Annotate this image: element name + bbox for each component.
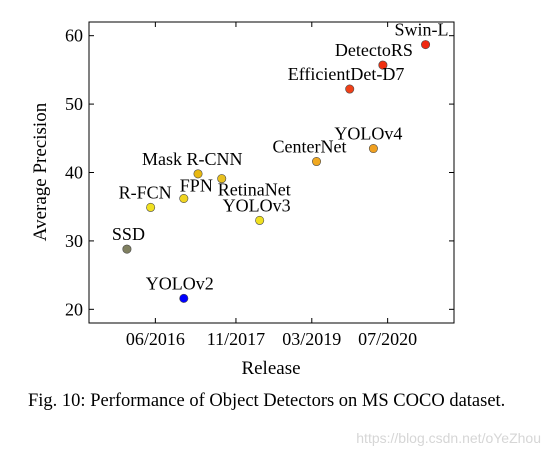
point-fpn xyxy=(179,193,189,203)
point-swin-l xyxy=(421,40,431,50)
point-label-fpn: FPN xyxy=(180,175,213,195)
data-points xyxy=(122,40,431,303)
point-yolov3 xyxy=(255,215,265,225)
point-label-detectors: DetectoRS xyxy=(335,40,413,60)
point-label-r-fcn: R-FCN xyxy=(119,182,172,202)
point-ssd xyxy=(122,244,132,254)
y-axis: 20 30 40 50 60 xyxy=(65,26,454,319)
y-tick-label: 30 xyxy=(65,231,83,251)
point-label-retinanet: RetinaNet xyxy=(218,180,291,200)
x-tick-label: 03/2019 xyxy=(282,329,341,349)
point-mask-r-cnn xyxy=(193,169,203,179)
point-r-fcn xyxy=(146,202,156,212)
point-label-ssd: SSD xyxy=(112,224,145,244)
point-label-efficientdet-d7: EfficientDet-D7 xyxy=(288,64,405,84)
x-tick-label: 06/2016 xyxy=(126,329,185,349)
x-tick-label: 07/2020 xyxy=(358,329,417,349)
point-centernet xyxy=(312,157,322,167)
watermark: https://blog.csdn.net/oYeZhou xyxy=(356,430,541,446)
x-axis-label: Release xyxy=(241,358,300,379)
point-retinanet xyxy=(217,174,227,184)
point-yolov4 xyxy=(368,144,378,154)
point-detectors xyxy=(378,60,388,70)
y-tick-label: 20 xyxy=(65,299,83,319)
point-yolov2 xyxy=(179,293,189,303)
point-efficientdet-d7 xyxy=(345,84,355,94)
point-label-centernet: CenterNet xyxy=(273,137,347,157)
y-tick-label: 50 xyxy=(65,94,83,114)
figure-caption: Fig. 10: Performance of Object Detectors… xyxy=(28,391,506,411)
y-tick-label: 60 xyxy=(65,26,83,46)
point-label-yolov2: YOLOv2 xyxy=(146,273,214,293)
x-axis: 06/2016 11/2017 03/2019 07/2020 xyxy=(126,22,417,349)
y-axis-label: Average Precision xyxy=(30,102,51,241)
point-label-swin-l: Swin-L xyxy=(395,20,449,40)
point-label-mask-r-cnn: Mask R-CNN xyxy=(142,149,243,169)
y-tick-label: 40 xyxy=(65,163,83,183)
x-tick-label: 11/2017 xyxy=(207,329,265,349)
point-label-yolov4: YOLOv4 xyxy=(334,124,402,144)
point-label-yolov3: YOLOv3 xyxy=(223,195,291,215)
